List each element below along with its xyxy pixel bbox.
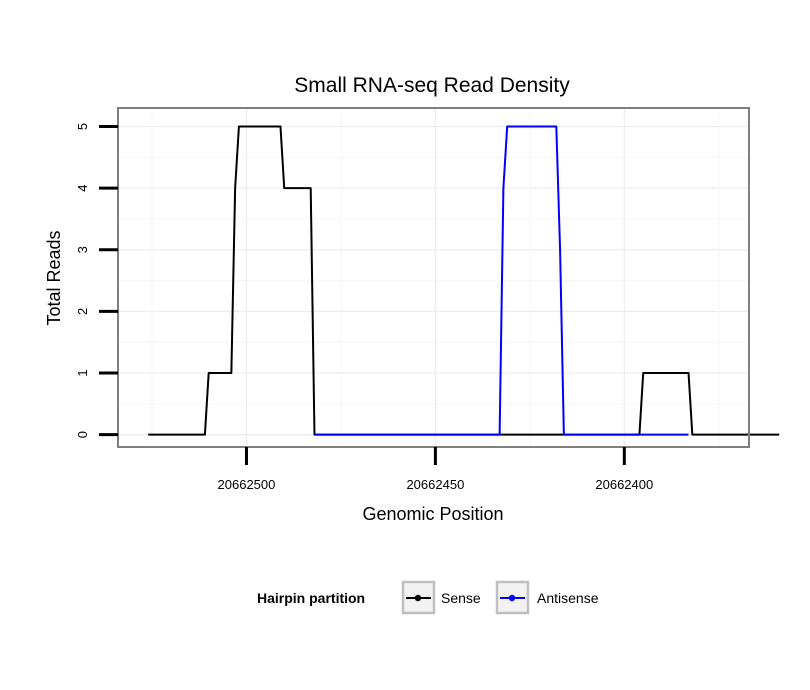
y-tick-label: 1 [75,369,90,376]
x-axis-title: Genomic Position [362,504,503,524]
y-tick-label: 3 [75,246,90,253]
chart-title: Small RNA-seq Read Density [294,74,570,97]
series-lines [148,125,780,436]
plot-panel-border [117,107,750,448]
grid-lines [118,108,749,447]
y-tick-label: 5 [75,123,90,130]
y-tick-label: 0 [75,431,90,438]
legend-key-sense-dot [414,594,422,602]
plot-panel [118,108,749,447]
x-tick-label: 20662450 [406,477,464,492]
y-axis-title: Total Reads [44,230,64,325]
legend-label-antisense: Antisense [537,590,599,606]
axes: 0 1 2 3 4 5 20662500 20662450 20662400 [75,123,653,492]
y-tick-label: 2 [75,308,90,315]
legend-title: Hairpin partition [257,590,365,606]
legend-label-sense: Sense [441,590,481,606]
legend: Hairpin partition Sense Antisense [257,580,599,615]
x-tick-label: 20662500 [218,477,276,492]
plot-panel-background [118,108,749,447]
series-line-sense [148,125,780,436]
legend-key-antisense-dot [508,594,516,602]
series-line-antisense [314,125,689,436]
x-tick-label: 20662400 [595,477,653,492]
y-tick-label: 4 [75,185,90,192]
